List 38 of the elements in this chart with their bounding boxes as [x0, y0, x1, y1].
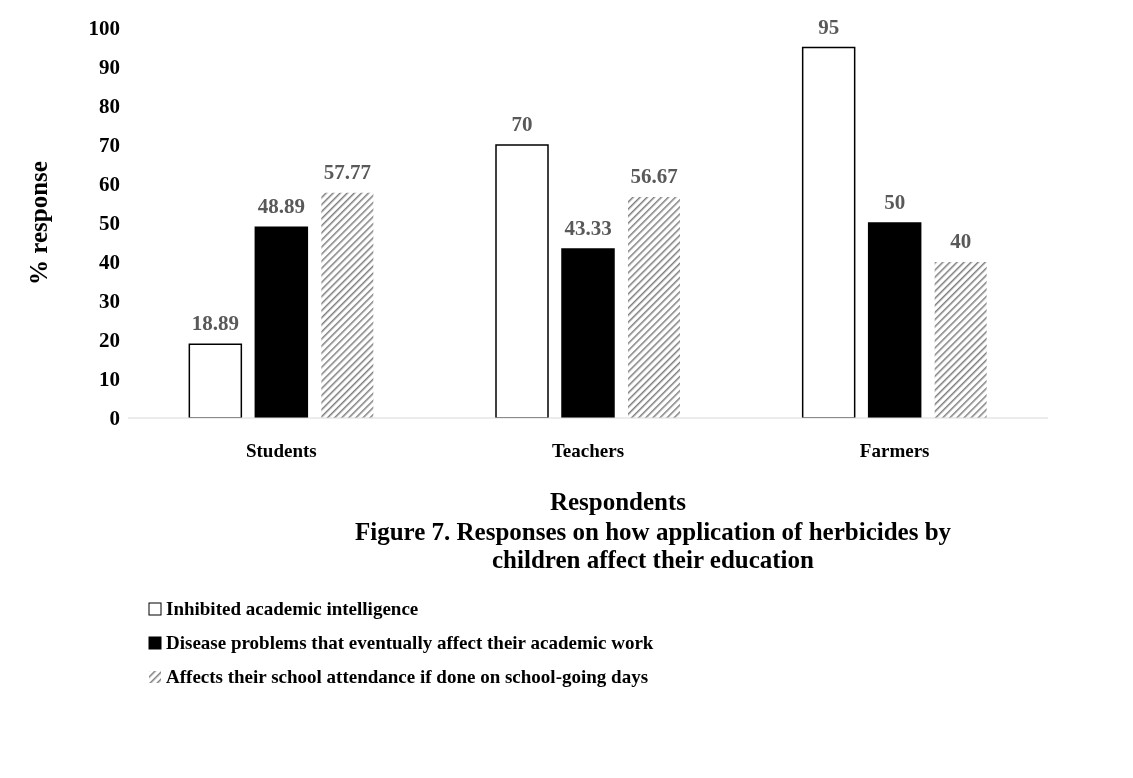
bar: [628, 196, 680, 418]
y-tick-label: 30: [99, 289, 120, 314]
data-label: 43.33: [564, 216, 612, 241]
x-tick-label: Students: [245, 440, 317, 462]
bar: [934, 262, 987, 418]
data-label: 56.67: [630, 163, 678, 188]
x-axis-title: Respondents: [548, 488, 688, 516]
x-tick-label: Farmers: [859, 440, 930, 462]
bar: [495, 144, 549, 418]
y-tick-label: 70: [99, 133, 120, 158]
y-tick-label: 90: [99, 55, 120, 80]
legend-label: Inhibited academic intelligence: [166, 598, 419, 620]
y-tick-label: 100: [88, 16, 120, 41]
text: Figure 7. Responses on how application of herbicides by children affect their education: [353, 518, 953, 574]
y-tick-label: 50: [99, 211, 120, 236]
data-label: 18.89: [191, 311, 239, 336]
bar: [867, 222, 922, 418]
y-tick-label: 60: [99, 172, 120, 197]
bar: [188, 343, 243, 418]
y-axis-title: % response: [24, 161, 52, 285]
bar: [561, 248, 615, 418]
y-tick-label: 80: [99, 94, 120, 119]
data-label: 40: [950, 229, 972, 253]
data-label: 70: [511, 112, 533, 136]
bar: [801, 46, 856, 418]
y-tick-label: 0: [109, 406, 120, 431]
data-label: 95: [818, 14, 840, 39]
data-label: 50: [884, 190, 906, 214]
y-tick-label: 40: [99, 250, 120, 275]
y-tick-label: 10: [99, 367, 120, 392]
bar: [321, 192, 374, 418]
legend-label: Disease problems that eventually affect their academic work: [166, 632, 654, 654]
x-tick-label: Teachers: [551, 440, 625, 462]
data-label: 57.77: [323, 159, 371, 184]
bar: [254, 226, 309, 418]
y-tick-label: 20: [99, 328, 120, 353]
legend-label: Affects their school attendance if done on school-going days: [166, 666, 649, 688]
data-label: 48.89: [257, 194, 305, 219]
